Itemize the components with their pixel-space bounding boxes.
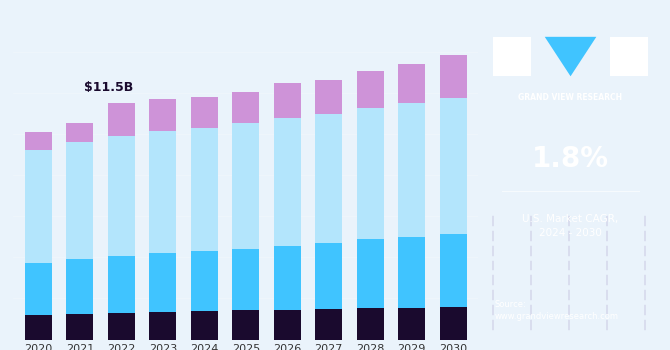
Bar <box>66 122 93 142</box>
Bar <box>274 310 301 340</box>
Bar <box>316 114 342 243</box>
Bar <box>191 97 218 128</box>
Bar <box>25 264 52 315</box>
Bar <box>191 128 218 252</box>
Bar <box>25 315 52 340</box>
Bar <box>66 259 93 314</box>
Bar <box>232 92 259 123</box>
Bar <box>191 252 218 311</box>
Bar <box>398 103 425 237</box>
Bar <box>232 248 259 310</box>
FancyBboxPatch shape <box>493 37 531 76</box>
Bar <box>108 313 135 340</box>
Bar <box>191 311 218 339</box>
FancyBboxPatch shape <box>610 37 648 76</box>
Text: 1.8%: 1.8% <box>532 145 609 173</box>
Bar <box>108 136 135 256</box>
Bar <box>440 55 467 98</box>
Polygon shape <box>545 37 596 76</box>
Bar <box>316 309 342 340</box>
Bar <box>440 98 467 234</box>
Bar <box>356 239 384 308</box>
Bar <box>108 103 135 136</box>
Bar <box>356 71 384 108</box>
Bar <box>149 312 176 340</box>
Bar <box>66 314 93 340</box>
Text: GRAND VIEW RESEARCH: GRAND VIEW RESEARCH <box>519 93 622 102</box>
Bar <box>66 142 93 259</box>
Text: Source:
www.grandviewresearch.com: Source: www.grandviewresearch.com <box>495 300 619 321</box>
Bar <box>356 308 384 340</box>
Bar <box>149 99 176 131</box>
Bar <box>149 131 176 253</box>
Bar <box>274 246 301 310</box>
Bar <box>316 80 342 114</box>
Bar <box>398 237 425 308</box>
Bar <box>108 256 135 313</box>
Bar <box>25 132 52 150</box>
Bar <box>398 64 425 103</box>
Bar <box>398 308 425 339</box>
Text: $11.5B: $11.5B <box>84 81 133 94</box>
Bar <box>356 108 384 239</box>
Bar <box>440 307 467 340</box>
Bar <box>274 118 301 246</box>
Bar <box>232 123 259 248</box>
Bar <box>232 310 259 340</box>
Text: U.S. Market CAGR,
2024 - 2030: U.S. Market CAGR, 2024 - 2030 <box>523 215 618 238</box>
Bar <box>25 150 52 264</box>
Bar <box>440 234 467 307</box>
Bar <box>316 243 342 309</box>
Bar <box>274 84 301 118</box>
Bar <box>149 253 176 312</box>
